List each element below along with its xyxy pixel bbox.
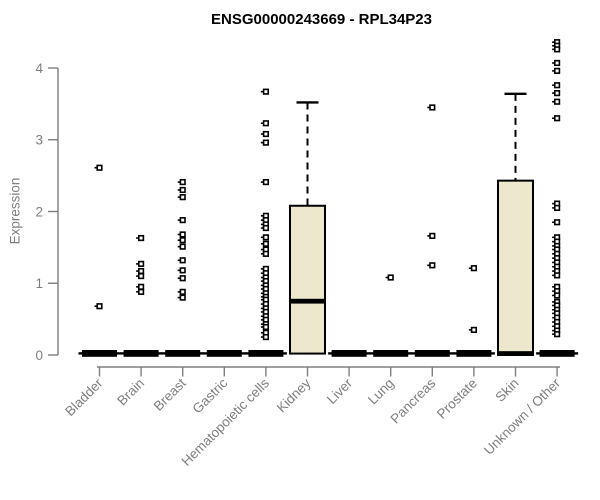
- data-point: [96, 164, 103, 171]
- data-point: [179, 237, 186, 244]
- data-point: [179, 294, 186, 301]
- x-tick-label: Bladder: [62, 375, 106, 419]
- data-point: [470, 326, 478, 333]
- x-tick-label: Brain: [114, 376, 147, 409]
- x-tick-label: Prostate: [434, 376, 480, 422]
- zero-collapsed-box: [248, 350, 284, 357]
- data-point: [262, 333, 270, 341]
- data-point: [553, 67, 561, 74]
- data-point: [262, 120, 270, 127]
- data-point: [553, 90, 561, 97]
- zero-collapsed-box: [82, 350, 117, 357]
- data-point: [262, 139, 270, 146]
- y-tick-label: 4: [35, 61, 43, 76]
- zero-collapsed-box: [206, 350, 242, 357]
- x-tick-label: Lung: [365, 376, 397, 408]
- data-point: [553, 59, 561, 67]
- data-point: [262, 178, 270, 186]
- data-point: [179, 186, 186, 194]
- data-point: [429, 104, 436, 111]
- zero-collapsed-box: [165, 350, 201, 357]
- data-point: [553, 115, 561, 122]
- zero-collapsed-box: [373, 350, 409, 357]
- zero-collapsed-box: [414, 350, 450, 357]
- data-point: [138, 267, 145, 275]
- zero-collapsed-box: [539, 350, 575, 357]
- data-point: [262, 250, 270, 257]
- data-point: [179, 231, 186, 238]
- x-tick-label: Unknown / Other: [481, 375, 564, 458]
- y-tick-label: 0: [35, 348, 43, 363]
- x-tick-label: Liver: [324, 375, 356, 407]
- data-point: [553, 98, 561, 105]
- zero-collapsed-box: [456, 350, 492, 357]
- x-tick-label: Pancreas: [387, 375, 438, 426]
- data-point: [553, 331, 561, 338]
- data-point: [262, 240, 270, 247]
- data-point: [262, 323, 270, 331]
- data-point: [470, 265, 478, 272]
- data-point: [262, 88, 270, 95]
- data-point: [429, 232, 436, 239]
- data-point: [138, 260, 145, 267]
- data-point: [429, 262, 436, 269]
- box: [289, 204, 326, 355]
- x-tick-label: Skin: [492, 376, 521, 405]
- y-tick-label: 2: [35, 204, 43, 219]
- data-point: [179, 217, 186, 224]
- data-point: [553, 272, 561, 279]
- data-point: [96, 303, 103, 310]
- zero-collapsed-box: [331, 350, 367, 357]
- x-tick-label: Gastric: [190, 375, 231, 416]
- data-point: [262, 234, 270, 241]
- data-point: [553, 204, 561, 212]
- x-tick-label: Breast: [151, 375, 189, 413]
- x-tick-label: Kidney: [274, 375, 314, 415]
- box: [497, 179, 534, 356]
- data-point: [179, 288, 186, 295]
- data-point: [138, 283, 145, 290]
- y-axis-title: Expression: [7, 177, 23, 245]
- median-line: [290, 298, 325, 304]
- data-point: [553, 219, 561, 226]
- y-tick-label: 1: [35, 276, 43, 291]
- data-point: [179, 178, 186, 186]
- data-point: [553, 82, 561, 89]
- data-point: [138, 234, 145, 242]
- data-point: [179, 257, 186, 264]
- chart-title: ENSG00000243669 - RPL34P23: [211, 11, 432, 28]
- median-line: [498, 351, 533, 356]
- data-point: [179, 267, 186, 274]
- data-point: [138, 272, 145, 280]
- data-point: [138, 288, 145, 295]
- data-point: [262, 130, 270, 138]
- data-point: [262, 224, 270, 232]
- data-point: [179, 194, 186, 201]
- data-point: [179, 275, 186, 282]
- data-point: [179, 243, 186, 250]
- zero-collapsed-box: [123, 350, 159, 357]
- data-point: [553, 292, 561, 299]
- y-tick-label: 3: [35, 133, 43, 148]
- data-point: [553, 46, 561, 53]
- data-point: [387, 274, 394, 281]
